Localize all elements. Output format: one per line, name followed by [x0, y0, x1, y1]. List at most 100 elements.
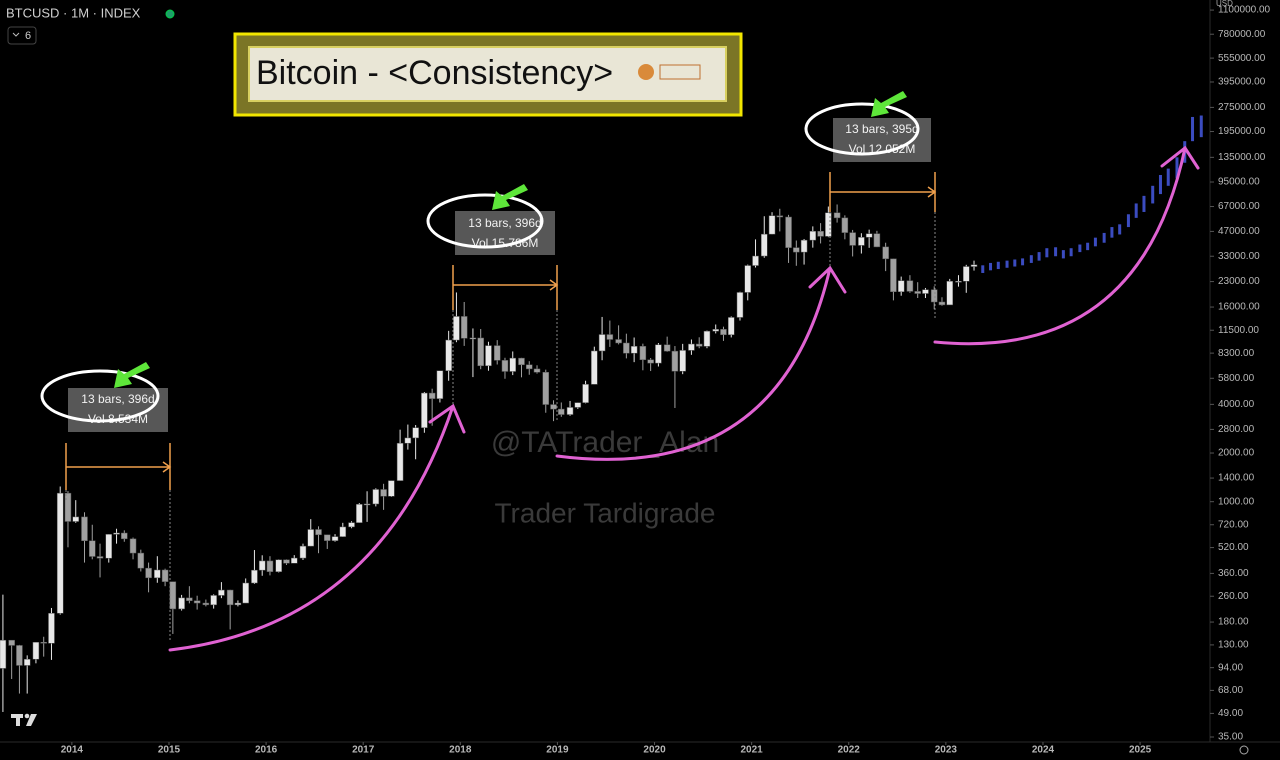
- candle-body: [81, 516, 88, 542]
- x-tick-label: 2022: [838, 745, 861, 756]
- watermark: @TATrader_Alan: [491, 426, 719, 459]
- x-tick-label: 2023: [935, 745, 958, 756]
- candle-body: [64, 492, 72, 522]
- y-tick-label: 35.00: [1218, 732, 1243, 743]
- candle-body: [16, 645, 23, 666]
- candle-body: [639, 346, 647, 361]
- candle-body: [550, 404, 557, 410]
- chevron: [12, 32, 20, 37]
- candle-body: [591, 350, 598, 385]
- candle-body: [178, 597, 185, 610]
- projection-bar: [1142, 195, 1146, 212]
- candle-body: [356, 504, 363, 523]
- candle-body: [339, 526, 347, 537]
- y-tick-label: 47000.00: [1218, 226, 1260, 237]
- candle-body: [154, 569, 161, 579]
- y-tick-label: 1100000.00: [1218, 5, 1271, 16]
- candle-body: [372, 489, 380, 505]
- candle-body: [251, 569, 258, 584]
- candle-body: [671, 350, 679, 372]
- y-tick-label: 94.00: [1218, 662, 1243, 673]
- candle-body: [412, 427, 419, 439]
- candle-body: [363, 503, 371, 506]
- projection-bar: [1021, 258, 1025, 266]
- candle-body: [615, 339, 622, 344]
- y-unit: USD: [1216, 0, 1233, 8]
- symbol: BTCUSD · 1M · INDEX: [6, 5, 141, 20]
- candle-body: [8, 639, 15, 646]
- candle-body: [897, 280, 905, 292]
- candle-body: [938, 301, 946, 306]
- candle-body: [275, 559, 282, 572]
- candle-body: [404, 437, 412, 444]
- y-tick-label: 720.00: [1218, 519, 1249, 530]
- candle-body: [493, 345, 501, 361]
- candle-body: [169, 581, 177, 610]
- candle-body: [930, 289, 938, 303]
- x-tick-label: 2019: [546, 745, 569, 756]
- candle-body: [145, 567, 152, 579]
- y-tick-label: 195000.00: [1218, 126, 1266, 137]
- watermark: Trader Tardigrade: [494, 497, 715, 528]
- candle-body: [436, 370, 444, 399]
- candle-body: [469, 337, 477, 340]
- y-tick-label: 2000.00: [1218, 448, 1255, 459]
- candle-body: [809, 231, 817, 241]
- candle-body: [817, 231, 824, 237]
- y-tick-label: 360.00: [1218, 568, 1249, 579]
- candle-body: [630, 346, 638, 354]
- candle-body: [761, 233, 768, 257]
- y-tick-label: 180.00: [1218, 617, 1249, 628]
- candle-body: [873, 233, 881, 248]
- candle-body: [518, 357, 525, 366]
- candle-body: [744, 265, 752, 293]
- projection-bar: [1061, 250, 1065, 259]
- candle-body: [598, 334, 606, 352]
- measure-bars: 13 bars, 396d: [81, 392, 154, 406]
- projection-bar: [1166, 168, 1170, 186]
- x-tick-label: 2014: [61, 745, 84, 756]
- candle-body: [526, 364, 533, 370]
- candle-body: [89, 540, 96, 557]
- candle-body: [849, 232, 856, 246]
- candle-body: [96, 556, 104, 559]
- y-tick-label: 11500.00: [1218, 325, 1259, 336]
- layout-button[interactable]: [7, 26, 37, 45]
- candle-body: [582, 384, 589, 403]
- x-tick-label: 2024: [1032, 745, 1055, 756]
- candle-body: [922, 289, 929, 294]
- status-dot: [165, 9, 175, 19]
- candle-body: [566, 407, 574, 415]
- candle-body: [712, 329, 719, 332]
- range-brackets: [65, 172, 937, 490]
- projection-bar: [1199, 115, 1203, 138]
- projection-bar: [981, 265, 985, 273]
- range-guides: [65, 212, 936, 640]
- y-tick-label: 68.00: [1218, 685, 1243, 696]
- candle-body: [558, 408, 565, 415]
- y-tick-label: 520.00: [1218, 542, 1249, 553]
- y-tick-label: 555000.00: [1218, 53, 1266, 64]
- candle-body: [283, 559, 290, 564]
- candle-body: [56, 492, 64, 614]
- y-tick-label: 275000.00: [1218, 102, 1266, 113]
- layout-count: 6: [25, 30, 31, 42]
- settings-icon[interactable]: [1239, 745, 1249, 755]
- projection-bar: [1054, 247, 1058, 257]
- candle-body: [258, 560, 266, 571]
- y-tick-label: 260.00: [1218, 591, 1249, 602]
- candle-body: [460, 316, 468, 339]
- candle-body: [242, 582, 249, 604]
- x-tick-label: 2017: [352, 745, 375, 756]
- candle-body: [137, 552, 145, 569]
- candle-body: [906, 280, 914, 292]
- candle-body: [485, 345, 492, 367]
- projection-bar: [1102, 232, 1106, 243]
- candle-body: [752, 255, 759, 266]
- candle-body: [533, 368, 541, 373]
- y-tick-label: 780000.00: [1218, 29, 1266, 40]
- candle-body: [331, 536, 339, 541]
- x-tick-label: 2016: [255, 745, 278, 756]
- projection-bar: [1134, 203, 1138, 218]
